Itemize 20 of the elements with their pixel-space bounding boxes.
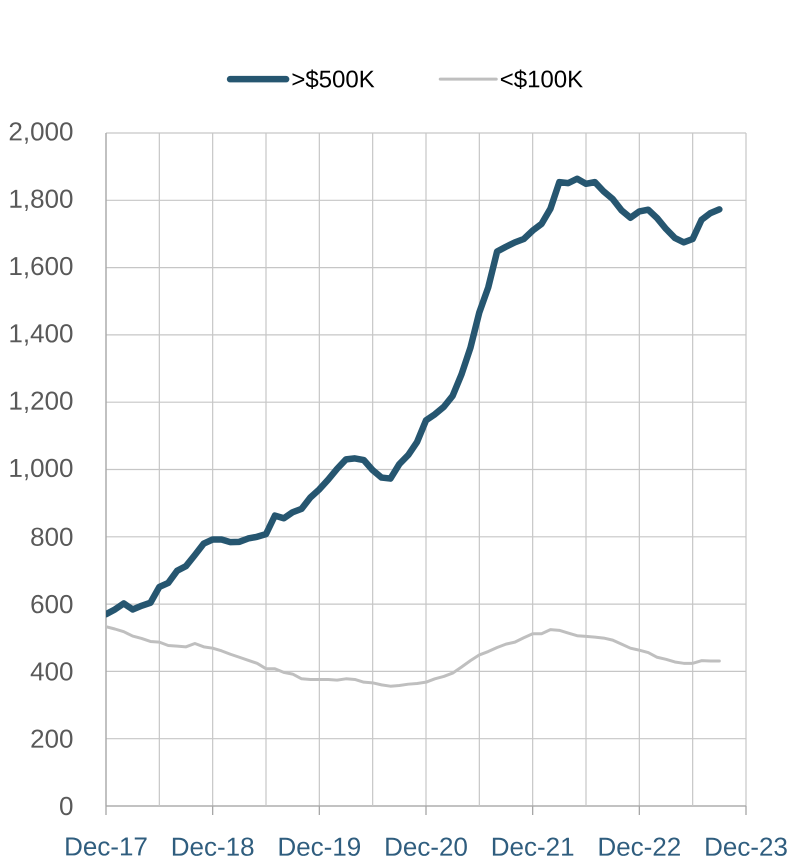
y-tick-label: 1,200 bbox=[10, 391, 72, 413]
y-tick-label: 1,800 bbox=[10, 190, 72, 212]
x-tick-label: Dec-20 bbox=[386, 838, 467, 856]
x-tick-label: Dec-19 bbox=[280, 838, 360, 856]
y-tick-label: 1,000 bbox=[10, 458, 72, 480]
x-tick-label: Dec-17 bbox=[66, 838, 147, 856]
x-tick-label: Dec-18 bbox=[172, 838, 254, 856]
y-tick-label: 1,400 bbox=[10, 324, 72, 346]
y-tick-label: 800 bbox=[31, 528, 72, 546]
y-tick-label: 1,600 bbox=[10, 256, 72, 278]
y-tick-label: 400 bbox=[30, 662, 72, 681]
legend-label: >$500K bbox=[292, 70, 374, 89]
x-tick-label: Dec-23 bbox=[706, 838, 787, 856]
x-tick-label: Dec-22 bbox=[600, 838, 680, 856]
y-tick-label: 0 bbox=[60, 796, 72, 816]
legend-label: <$100K bbox=[500, 70, 583, 89]
y-tick-label: 600 bbox=[31, 594, 72, 614]
y-tick-label: 200 bbox=[31, 729, 72, 748]
x-tick-label: Dec-21 bbox=[492, 838, 574, 856]
y-tick-label: 2,000 bbox=[10, 122, 72, 144]
